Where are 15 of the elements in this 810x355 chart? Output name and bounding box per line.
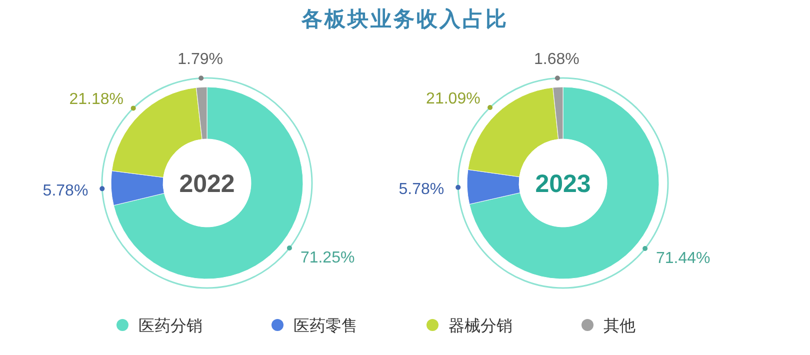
legend-label: 其他 <box>604 317 636 335</box>
legend-label: 医药零售 <box>294 317 358 335</box>
data-label: 1.79% <box>178 51 223 68</box>
text: 2022 <box>179 170 235 198</box>
text: 2023 <box>535 170 591 198</box>
legend-label: 器械分销 <box>448 317 512 335</box>
data-label: 5.78% <box>42 182 88 200</box>
data-label: 71.44% <box>656 250 710 268</box>
data-label: 71.25% <box>300 250 355 267</box>
legend-label: 医药分销 <box>138 317 202 335</box>
chart-title: 各板块业务收入占比 <box>300 8 508 31</box>
data-label: 5.78% <box>398 180 444 198</box>
data-label: 21.09% <box>426 90 480 108</box>
data-label: 1.68% <box>534 51 580 68</box>
data-label: 21.18% <box>69 91 124 108</box>
